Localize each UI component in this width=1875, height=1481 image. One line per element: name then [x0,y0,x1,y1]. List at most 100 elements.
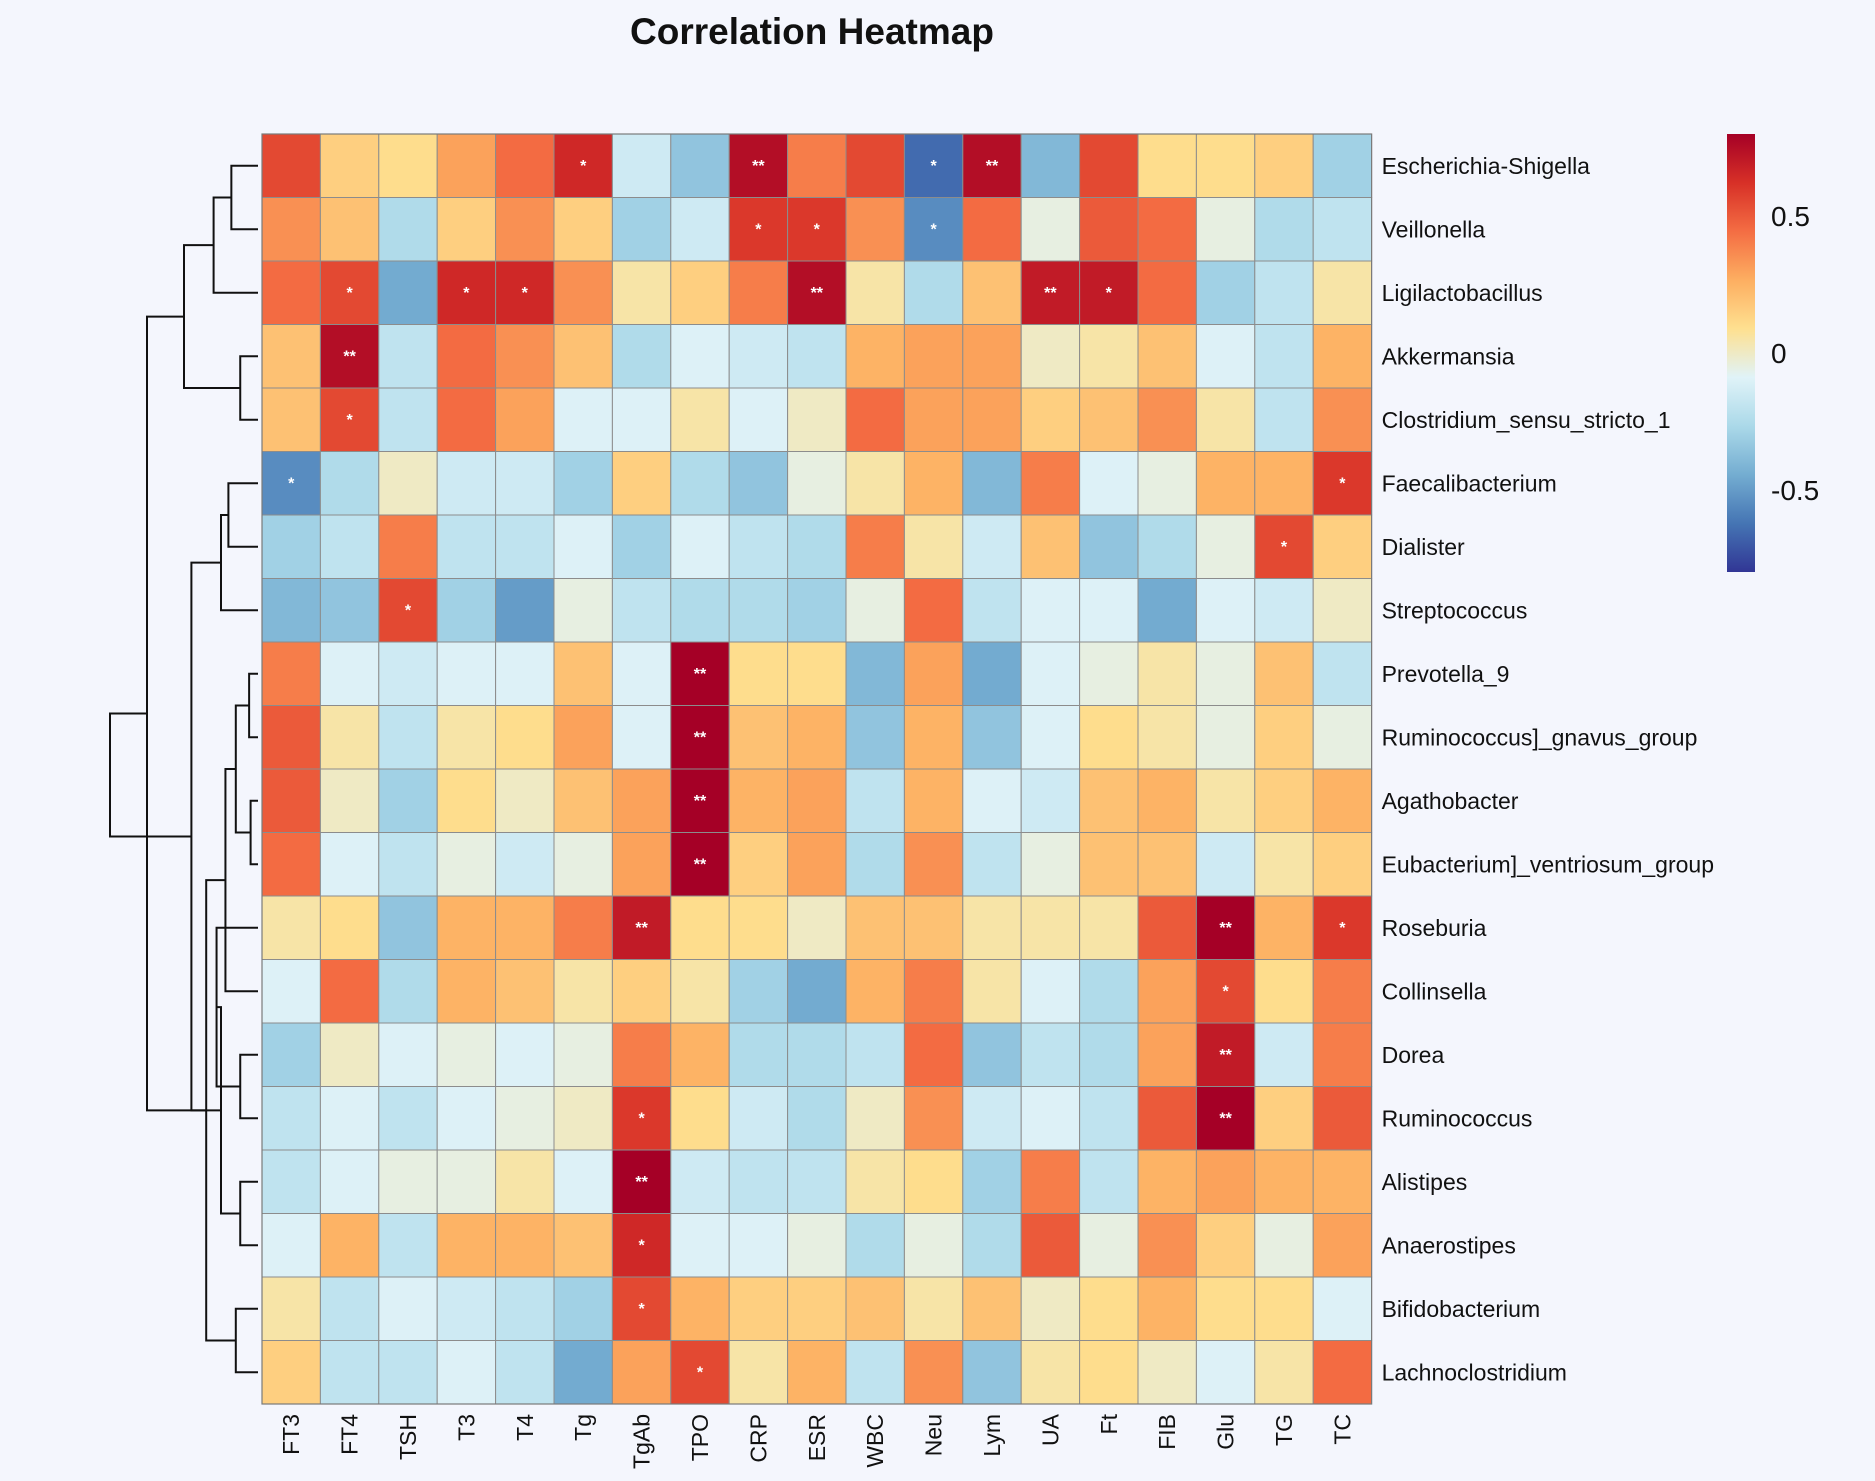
heatmap-cell [495,578,555,643]
column-label: WBC [862,1414,888,1468]
heatmap-cell [553,1213,613,1278]
heatmap-cell [1195,514,1256,579]
heatmap-cell [845,1086,905,1151]
heatmap-cell [787,1022,847,1087]
heatmap-cell [378,1213,438,1278]
heatmap-cell [787,641,847,706]
heatmap-cell [1254,1213,1314,1278]
heatmap-cell [319,1149,380,1214]
heatmap-cell [787,578,847,643]
heatmap-cell [845,1213,905,1278]
heatmap-cell [787,832,847,897]
heatmap-cell [1312,705,1373,770]
heatmap-cell [319,578,380,643]
heatmap-cell [1312,1149,1373,1214]
heatmap-cell [378,895,438,960]
heatmap-cell [1312,1086,1373,1151]
heatmap-cell [553,768,613,833]
heatmap-cell [728,260,789,325]
heatmap-cell [1079,1022,1139,1087]
heatmap-cell [1195,832,1256,897]
heatmap-cell [728,832,789,897]
heatmap-cell [1312,1276,1373,1341]
column-label: T4 [512,1414,538,1441]
heatmap-cell [728,1276,789,1341]
significance-marker: * [1339,475,1346,492]
heatmap-cell [1312,768,1373,833]
significance-marker: * [346,285,353,302]
heatmap-cell [1254,133,1314,198]
heatmap-cell [1312,324,1373,389]
heatmap-cell [1079,1149,1139,1214]
significance-marker: * [755,221,762,238]
heatmap-cell [436,387,497,452]
heatmap-cell [1137,451,1197,516]
column-label: CRP [745,1414,771,1463]
dendrogram-branch [249,799,258,866]
heatmap-cell [1195,387,1256,452]
heatmap-cell [553,1276,613,1341]
heatmap-cell [1020,1022,1081,1087]
heatmap-cell [1137,1149,1197,1214]
heatmap-cell [728,387,789,452]
dendrogram-branch [146,315,207,1112]
heatmap-cell [261,1022,321,1087]
heatmap-cell [319,324,380,389]
heatmap-cell [903,705,964,770]
significance-marker: * [638,1110,645,1127]
chart-title: Correlation Heatmap [630,11,994,52]
heatmap-cell [903,1022,964,1087]
heatmap-cell [1137,832,1197,897]
heatmap-cell [787,1340,847,1405]
heatmap-cell [611,133,672,198]
row-label: Faecalibacterium [1382,470,1557,496]
heatmap-cell [1020,959,1081,1024]
heatmap-cell [787,1213,847,1278]
heatmap-cell [1137,197,1197,262]
significance-marker: * [638,1237,645,1254]
heatmap-cell [1079,324,1139,389]
heatmap-cell [611,895,672,960]
heatmap-cell [670,1276,730,1341]
heatmap-cell [1020,514,1081,579]
heatmap-cell [1195,451,1256,516]
heatmap-cell [1195,1340,1256,1405]
heatmap-cell [553,895,613,960]
heatmap-cell [903,451,964,516]
significance-marker: * [1281,539,1288,556]
significance-marker: ** [1219,1047,1232,1064]
heatmap-cell [261,1340,321,1405]
heatmap-cell [436,451,497,516]
heatmap-cell [436,959,497,1024]
colorbar-tick-label: 0 [1771,338,1787,369]
heatmap-cell [962,1149,1022,1214]
heatmap-cell [1137,705,1197,770]
heatmap-cell [1195,1022,1256,1087]
heatmap-cell [903,1276,964,1341]
heatmap-cell [903,641,964,706]
heatmap-cell [1020,133,1081,198]
heatmap-cell [319,705,380,770]
significance-marker: ** [752,158,765,175]
heatmap-cell [845,705,905,770]
heatmap-cell [553,1340,613,1405]
heatmap-cell [962,387,1022,452]
heatmap-cell [903,768,964,833]
heatmap-cell [787,1086,847,1151]
heatmap-cell [319,895,380,960]
heatmap-cell [436,1086,497,1151]
heatmap-cell [319,197,380,262]
heatmap-cell [728,895,789,960]
heatmap-cell [1137,387,1197,452]
heatmap-cell [553,832,613,897]
heatmap-cell [1079,895,1139,960]
significance-marker: * [1222,983,1229,1000]
column-label: Ft [1096,1413,1122,1434]
heatmap-cell [1254,1086,1314,1151]
heatmap-cell [787,387,847,452]
heatmap-cell [436,705,497,770]
heatmap-cell [1312,1340,1373,1405]
significance-marker: * [814,221,821,238]
heatmap-cell [261,133,321,198]
heatmap-cell [903,1149,964,1214]
